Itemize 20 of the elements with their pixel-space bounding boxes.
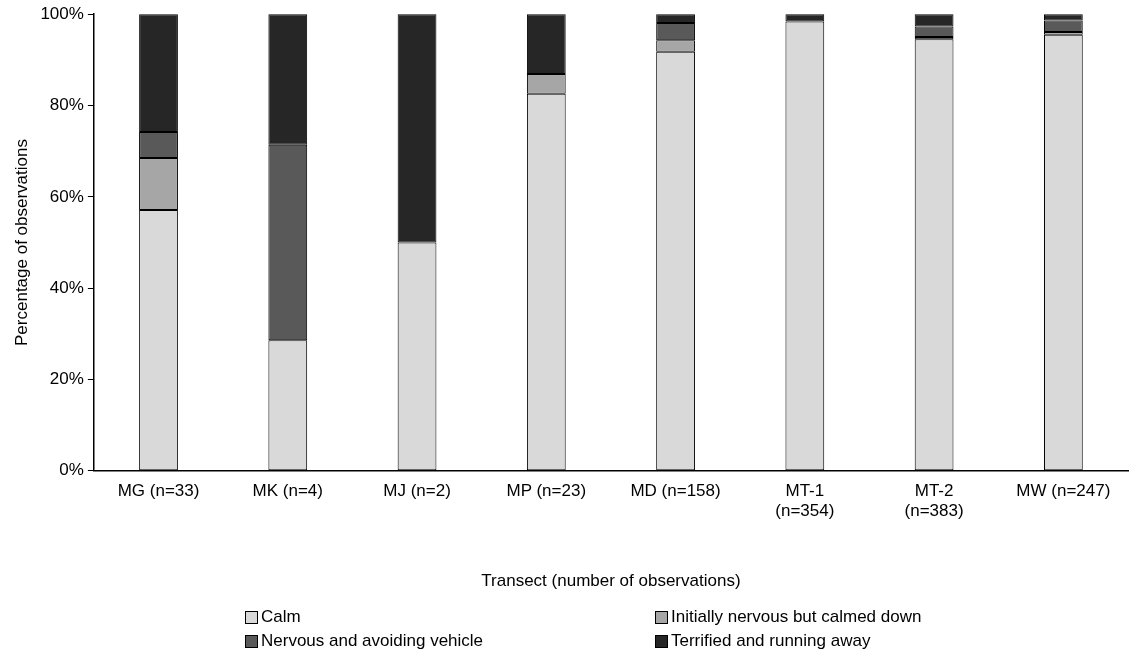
y-tick-label: 20% <box>49 369 84 389</box>
x-tick-label: MJ (n=2) <box>383 480 451 500</box>
x-tick-label: MT-2 (n=383) <box>904 480 964 521</box>
y-tick-label: 60% <box>49 186 84 206</box>
y-tick-label: 0% <box>59 460 84 480</box>
x-tick-label: MK (n=4) <box>252 480 323 500</box>
legend-label: Calm <box>261 607 301 627</box>
legend-label: Nervous and avoiding vehicle <box>261 631 484 651</box>
x-tick-label: MD (n=158) <box>630 480 721 500</box>
x-tick-label: MT-1 (n=354) <box>775 480 835 521</box>
x-tick-label: MG (n=33) <box>117 480 200 500</box>
x-tick-label: MP (n=23) <box>506 480 587 500</box>
y-tick-label: 40% <box>49 277 84 297</box>
y-tick-label: 100% <box>40 3 84 23</box>
legend-label: Initially nervous but calmed down <box>671 607 922 627</box>
x-axis-title: Transect (number of observations) <box>481 571 741 591</box>
legend-label: Terrified and running away <box>671 631 871 651</box>
x-tick-label: MW (n=247) <box>1016 480 1111 500</box>
y-tick-label: 80% <box>49 95 84 115</box>
y-axis-title: Percentage of observations <box>11 139 31 346</box>
